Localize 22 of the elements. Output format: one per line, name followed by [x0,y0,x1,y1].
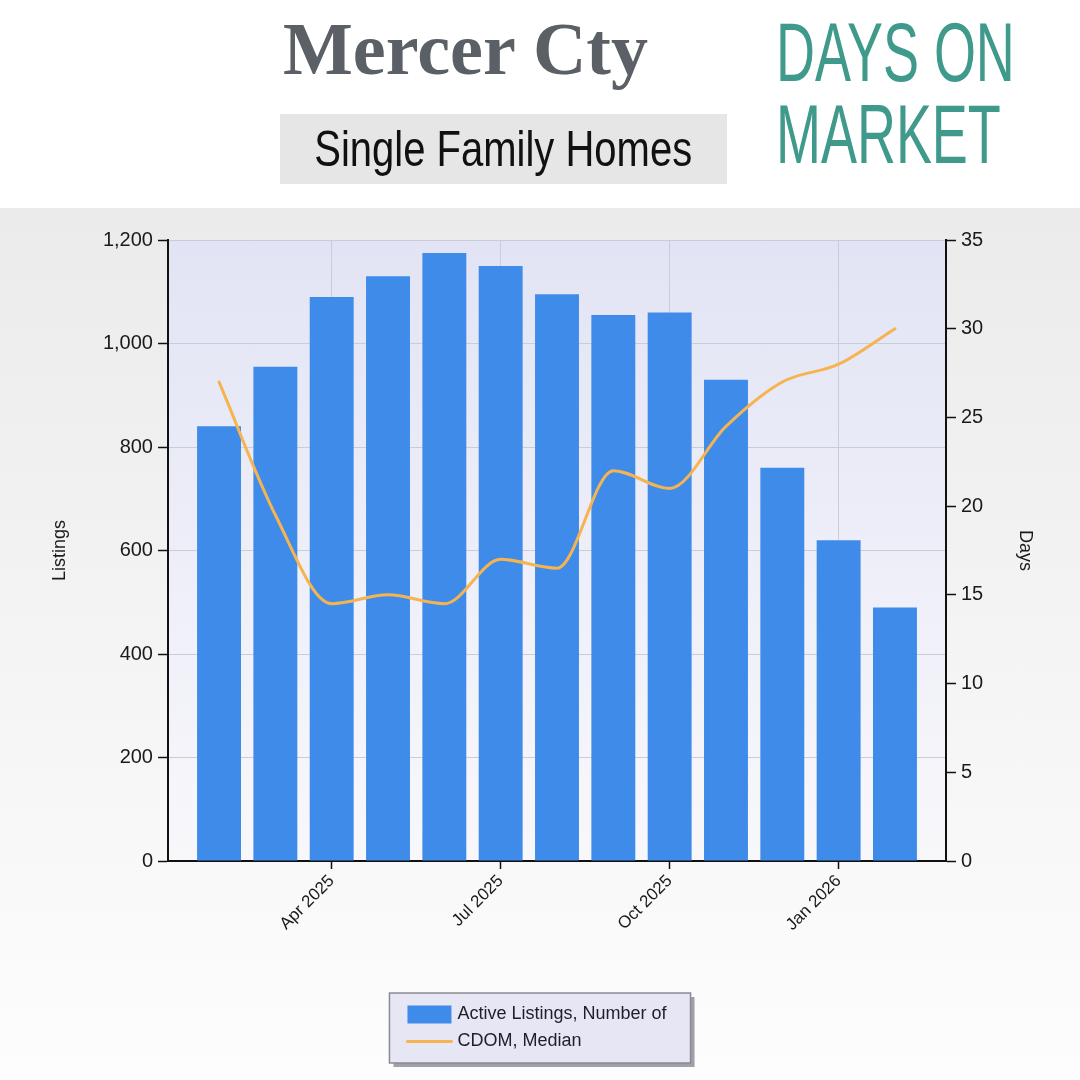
y2-tick-label: 30 [961,316,984,339]
y-tick-label: 800 [119,434,153,457]
y2-tick-label: 20 [961,493,984,516]
y-tick-label: 400 [119,641,153,664]
y-tick-label: 600 [119,538,153,561]
text: Single Family Homes [314,121,693,177]
legend-label: Active Listings, Number of [457,1003,668,1024]
y-tick-label: 0 [141,848,153,871]
chart-title: DAYS ON MARKET [776,6,1016,181]
y-axis-title: Listings [48,519,69,582]
y-tick-label: 200 [119,745,153,768]
y2-tick-label: 0 [961,848,973,871]
y2-tick-label: 5 [961,759,973,782]
y2-tick-label: 35 [961,227,984,250]
y-tick-label: 1,200 [102,227,153,250]
y-tick-label: 1,000 [102,331,153,354]
y2-axis-title: Days [1016,529,1037,572]
y2-tick-label: 10 [961,671,984,694]
legend-label: CDOM, Median [457,1030,582,1051]
y2-tick-label: 25 [961,404,984,427]
y2-tick-label: 15 [961,582,984,605]
chart-subtitle: Mercer Cty [283,8,648,90]
